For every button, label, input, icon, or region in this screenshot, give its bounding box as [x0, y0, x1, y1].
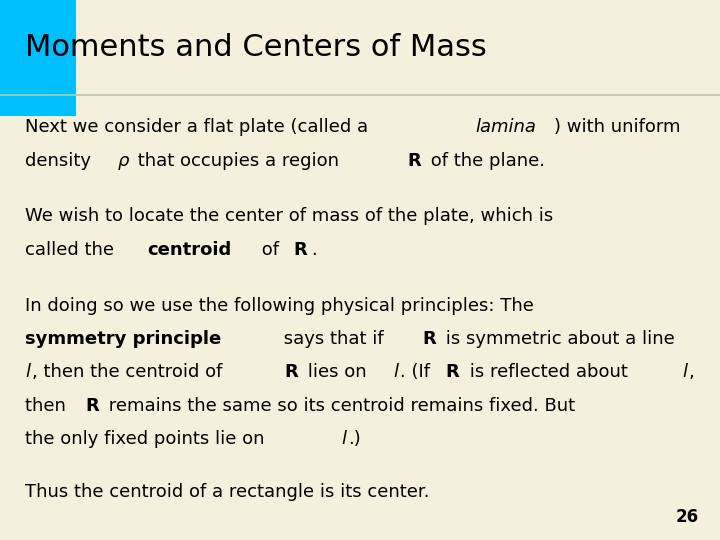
Text: Thus the centroid of a rectangle is its center.: Thus the centroid of a rectangle is its … — [25, 483, 430, 501]
Text: Next we consider a flat plate (called a: Next we consider a flat plate (called a — [25, 118, 374, 136]
Text: centroid: centroid — [148, 241, 232, 259]
Text: R: R — [86, 397, 99, 415]
Text: then: then — [25, 397, 72, 415]
Text: the only fixed points lie on: the only fixed points lie on — [25, 430, 271, 448]
Text: ρ: ρ — [118, 152, 129, 170]
Text: .: . — [311, 241, 317, 259]
Text: says that if: says that if — [279, 330, 390, 348]
Text: 26: 26 — [675, 509, 698, 526]
Text: R: R — [293, 241, 307, 259]
Text: .): .) — [348, 430, 361, 448]
Text: R: R — [407, 152, 420, 170]
Text: l: l — [393, 363, 398, 381]
Text: Moments and Centers of Mass: Moments and Centers of Mass — [25, 33, 487, 62]
Text: R: R — [422, 330, 436, 348]
Text: is reflected about: is reflected about — [464, 363, 633, 381]
Text: is symmetric about a line: is symmetric about a line — [440, 330, 675, 348]
Text: remains the same so its centroid remains fixed. But: remains the same so its centroid remains… — [103, 397, 575, 415]
Bar — [0, 0, 720, 94]
Text: lies on: lies on — [302, 363, 373, 381]
Text: , then the centroid of: , then the centroid of — [32, 363, 228, 381]
Text: R: R — [284, 363, 299, 381]
Text: called the: called the — [25, 241, 120, 259]
Text: R: R — [446, 363, 459, 381]
Text: that occupies a region: that occupies a region — [132, 152, 345, 170]
Text: lamina: lamina — [475, 118, 536, 136]
Text: ,: , — [689, 363, 695, 381]
Text: l: l — [683, 363, 688, 381]
Text: of the plane.: of the plane. — [425, 152, 545, 170]
Text: symmetry principle: symmetry principle — [25, 330, 222, 348]
Text: of: of — [256, 241, 285, 259]
Text: In doing so we use the following physical principles: The: In doing so we use the following physica… — [25, 296, 534, 314]
Bar — [0, 0, 76, 116]
Text: We wish to locate the center of mass of the plate, which is: We wish to locate the center of mass of … — [25, 207, 554, 225]
Text: . (If: . (If — [400, 363, 436, 381]
Text: l: l — [25, 363, 30, 381]
Text: l: l — [342, 430, 346, 448]
Text: density: density — [25, 152, 97, 170]
Text: ) with uniform: ) with uniform — [554, 118, 680, 136]
